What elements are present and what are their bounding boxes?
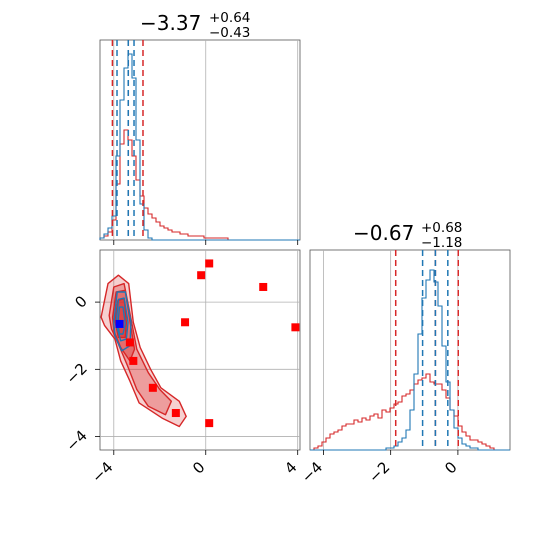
red-marker-3 bbox=[291, 323, 300, 332]
joint-y-tick-label-0: −4 bbox=[62, 427, 90, 455]
red-marker-7 bbox=[148, 383, 157, 392]
marginal-x-title-lower: −0.43 bbox=[209, 25, 250, 41]
joint-y-tick-label-2: 0 bbox=[71, 292, 90, 311]
marginal-y-histograms bbox=[310, 250, 510, 451]
blue-contour-1 bbox=[115, 297, 129, 342]
marginal-y-title: −0.67 +0.68 −1.18 bbox=[353, 220, 462, 251]
marginal-x-title-upper: +0.64 bbox=[209, 10, 250, 26]
red-marker-6 bbox=[129, 356, 138, 365]
marginal-x-title: −3.37 +0.64 −0.43 bbox=[140, 10, 250, 41]
joint-contours bbox=[100, 274, 187, 428]
joint-x-tick-label-0: −4 bbox=[88, 458, 116, 486]
marginal-x-title-value: −3.37 bbox=[140, 11, 201, 35]
red-marker-2 bbox=[259, 282, 268, 291]
blue-marker-0 bbox=[115, 319, 124, 328]
blue-contour-2 bbox=[117, 306, 127, 335]
red-marker-9 bbox=[205, 419, 214, 428]
joint-y-tick-label-1: −2 bbox=[62, 359, 90, 387]
marginal-y-title-upper: +0.68 bbox=[421, 220, 462, 236]
red-marker-0 bbox=[197, 271, 206, 280]
red-marker-4 bbox=[181, 318, 190, 327]
joint-markers bbox=[115, 259, 300, 428]
marginal-x-blue-hist bbox=[99, 53, 300, 241]
red-marker-8 bbox=[171, 409, 180, 418]
marginal-y-title-value: −0.67 bbox=[353, 221, 414, 245]
marginal-y-tick-label-1: −2 bbox=[365, 458, 393, 486]
marginal-y-tick-label-0: −4 bbox=[298, 458, 326, 486]
marginal-x-histograms bbox=[99, 40, 300, 241]
marginal-y-frame bbox=[309, 249, 511, 451]
blue-contour-0 bbox=[113, 291, 132, 352]
marginal-y-title-lower: −1.18 bbox=[421, 235, 462, 251]
marginal-y-red-hist bbox=[310, 373, 510, 451]
red-marker-5 bbox=[125, 338, 134, 347]
joint-x-tick-label-1: 0 bbox=[189, 458, 208, 477]
marginal-y-tick-label-2: 0 bbox=[441, 458, 460, 477]
red-marker-1 bbox=[205, 259, 214, 268]
